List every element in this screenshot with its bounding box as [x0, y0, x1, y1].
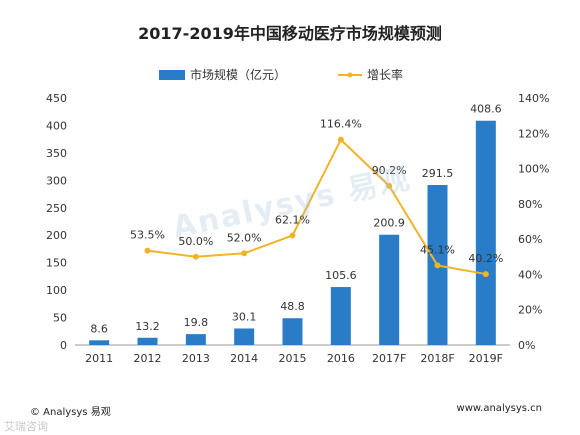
market-size-bar — [137, 337, 158, 345]
growth-rate-point — [386, 182, 393, 189]
y-left-tick-label: 250 — [46, 202, 67, 215]
growth-rate-label: 116.4% — [320, 118, 362, 131]
bar-value-label: 13.2 — [135, 320, 160, 333]
source-credit: © Analysys 易观 — [30, 407, 111, 418]
y-left-tick-label: 450 — [46, 92, 67, 105]
growth-rate-label: 52.0% — [227, 231, 262, 244]
growth-rate-point — [192, 253, 199, 260]
chart-title: 2017-2019年中国移动医疗市场规模预测 — [138, 24, 442, 43]
corner-watermark: 艾瑞咨询 — [4, 420, 48, 433]
market-size-bar — [282, 318, 303, 345]
x-tick-label: 2011 — [85, 352, 113, 365]
legend-line-marker — [347, 72, 353, 78]
legend-line-label: 增长率 — [367, 67, 403, 82]
x-tick-label: 2016 — [327, 352, 355, 365]
growth-rate-label: 50.0% — [178, 235, 213, 248]
growth-rate-point — [482, 271, 489, 278]
y-left-tick-label: 350 — [46, 147, 67, 160]
y-left-tick-label: 50 — [53, 312, 67, 325]
y-left-tick-label: 100 — [46, 284, 67, 297]
market-size-bar — [330, 287, 351, 345]
bar-value-label: 291.5 — [422, 167, 454, 180]
y-left-tick-label: 400 — [46, 119, 67, 132]
bar-value-label: 105.6 — [325, 269, 357, 282]
x-tick-label: 2019F — [469, 352, 503, 365]
bar-value-label: 408.6 — [470, 103, 502, 116]
x-tick-label: 2012 — [134, 352, 162, 365]
y-right-tick-label: 100% — [518, 163, 549, 176]
bar-value-label: 48.8 — [280, 300, 305, 313]
growth-rate-label: 90.2% — [372, 164, 407, 177]
market-size-bar — [89, 340, 110, 345]
growth-rate-point — [434, 262, 441, 269]
growth-rate-label: 40.2% — [468, 252, 503, 265]
market-size-bar — [379, 234, 400, 345]
y-right-tick-label: 120% — [518, 127, 549, 140]
x-tick-label: 2013 — [182, 352, 210, 365]
growth-rate-point — [289, 232, 296, 239]
y-left-tick-label: 150 — [46, 257, 67, 270]
y-left-tick-label: 200 — [46, 229, 67, 242]
x-tick-label: 2018F — [420, 352, 454, 365]
bar-value-label: 19.8 — [184, 316, 209, 329]
y-right-tick-label: 140% — [518, 92, 549, 105]
bar-value-label: 8.6 — [90, 322, 108, 335]
source-url: www.analysys.cn — [456, 403, 542, 414]
legend-bar-swatch — [159, 70, 185, 80]
market-size-bar — [475, 120, 496, 345]
legend: 市场规模（亿元） 增长率 — [159, 67, 403, 82]
growth-rate-point — [337, 136, 344, 143]
x-tick-label: 2014 — [230, 352, 258, 365]
x-tick-label: 2017F — [372, 352, 406, 365]
y-right-tick-label: 40% — [518, 268, 542, 281]
growth-rate-label: 53.5% — [130, 229, 165, 242]
growth-rate-line — [147, 137, 487, 276]
market-size-bar — [185, 334, 206, 345]
growth-rate-point — [241, 250, 248, 257]
y-right-tick-label: 60% — [518, 233, 542, 246]
y-right-tick-label: 0% — [518, 339, 535, 352]
growth-rate-point — [144, 247, 151, 254]
y-right-tick-label: 80% — [518, 198, 542, 211]
axes: 0 50 100 150 200 250 300 350 400 450 0% 20% 40% 60% 80… — [46, 92, 549, 365]
market-size-bar — [234, 328, 255, 345]
legend-bar-label: 市场规模（亿元） — [190, 67, 286, 82]
growth-line-series: 53.5% 50.0% 52.0% 62.1% 116.4% 90.2% 45.1% 40.2… — [130, 118, 503, 278]
bar-value-label: 200.9 — [373, 217, 405, 230]
x-tick-label: 2015 — [279, 352, 307, 365]
y-left-tick-label: 0 — [60, 339, 67, 352]
growth-rate-label: 45.1% — [420, 243, 455, 256]
y-left-tick-label: 300 — [46, 174, 67, 187]
growth-rate-label: 62.1% — [275, 213, 310, 226]
y-right-tick-label: 20% — [518, 304, 542, 317]
bar-value-label: 30.1 — [232, 310, 257, 323]
